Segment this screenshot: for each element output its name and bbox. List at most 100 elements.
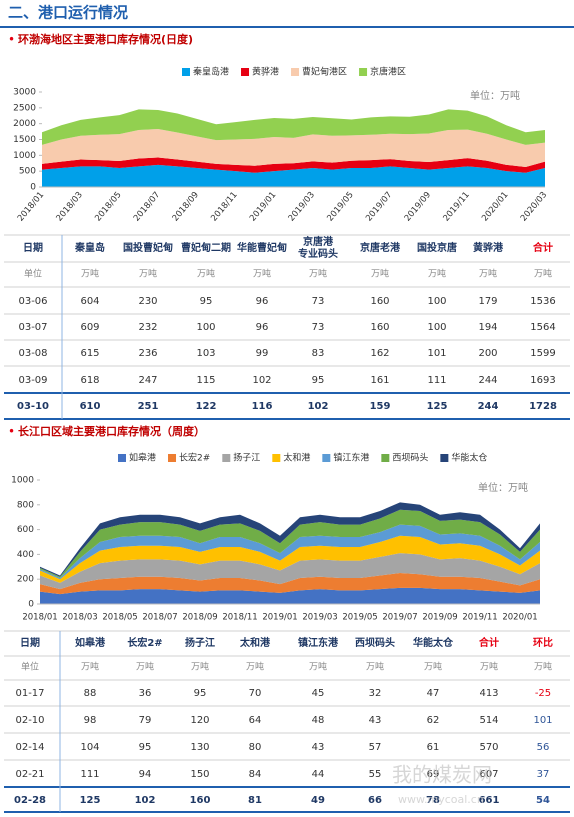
y-tick-label: 800: [17, 500, 34, 510]
table-cell: 122: [196, 401, 217, 412]
table-cell: 1564: [530, 322, 555, 333]
unit-cell: 万吨: [136, 661, 154, 673]
y-tick-label: 1000: [11, 476, 34, 486]
table-cell: 1693: [530, 375, 555, 386]
y-tick-label: 2500: [13, 103, 36, 113]
table-cell: 247: [138, 375, 157, 386]
table-cell: -25: [535, 688, 551, 699]
table-cell: 609: [80, 322, 99, 333]
column-header: 太和港: [239, 636, 271, 649]
column-header: 国投曹妃甸: [123, 241, 173, 254]
column-header: 曹妃甸二期: [181, 241, 231, 254]
table-cell: 96: [256, 322, 269, 333]
y-tick-label: 0: [28, 600, 34, 610]
y-tick-label: 600: [17, 525, 34, 535]
table-cell: 02-14: [15, 742, 44, 753]
legend-label: 秦皇岛港: [193, 66, 229, 78]
unit-cell: 万吨: [309, 268, 327, 280]
table-cell: 100: [427, 296, 446, 307]
table-cell: 03-08: [18, 348, 47, 359]
x-tick-label: 2018/03: [55, 190, 85, 223]
column-header: 日期: [20, 636, 40, 649]
column-header: 合计: [532, 241, 553, 254]
table-cell: 03-10: [17, 401, 49, 412]
table-cell: 96: [256, 296, 269, 307]
area-series: [42, 129, 545, 168]
legend-label: 华能太仓: [451, 452, 487, 464]
unit-cell: 单位: [21, 661, 39, 673]
unit-note: 单位：万吨: [470, 89, 520, 102]
y-tick-label: 2000: [13, 119, 36, 129]
area-series: [40, 535, 540, 583]
table-cell: 43: [312, 742, 325, 753]
table-cell: 73: [312, 296, 325, 307]
table-cell: 251: [138, 401, 159, 412]
table-cell: 160: [190, 795, 211, 806]
y-tick-label: 0: [30, 183, 36, 193]
legend-label: 长宏2#: [179, 452, 210, 464]
unit-cell: 万吨: [534, 268, 552, 280]
table-cell: 1536: [530, 296, 555, 307]
table-cell: 101: [427, 348, 446, 359]
table-cell: 94: [139, 769, 152, 780]
table-cell: 98: [84, 715, 97, 726]
unit-cell: 万吨: [81, 661, 99, 673]
x-tick-label: 2019/11: [462, 613, 497, 623]
table-cell: 244: [478, 375, 497, 386]
y-tick-label: 3000: [13, 88, 36, 98]
table-cell: 66: [368, 795, 382, 806]
table-cell: 79: [139, 715, 152, 726]
table-cell: 36: [139, 688, 152, 699]
table-cell: 73: [312, 322, 325, 333]
table-cell: 179: [478, 296, 497, 307]
legend-swatch: [168, 454, 177, 462]
table-cell: 80: [249, 742, 262, 753]
x-tick-label: 2019/09: [422, 613, 457, 623]
column-header: 华能曹妃甸: [237, 241, 287, 254]
unit-cell: 万吨: [479, 268, 497, 280]
table-cell: 102: [135, 795, 156, 806]
area-series: [40, 587, 540, 604]
table-cell: 607: [479, 769, 498, 780]
x-tick-label: 2018/07: [142, 613, 177, 623]
table-cell: 95: [194, 688, 207, 699]
y-tick-label: 400: [17, 550, 34, 560]
x-tick-label: 2020/03: [519, 190, 549, 223]
section-bullet: •: [8, 33, 15, 47]
table-cell: 81: [248, 795, 262, 806]
table-cell: 83: [312, 348, 325, 359]
legend-label: 扬子江: [233, 452, 260, 464]
x-tick-label: 2018/03: [62, 613, 97, 623]
area-series: [40, 573, 540, 595]
chart-title: 环渤海地区主要港口库存情况(日度): [18, 32, 193, 46]
table-cell: 44: [312, 769, 325, 780]
column-header: 京唐老港: [360, 241, 401, 254]
table-cell: 160: [370, 322, 389, 333]
table-cell: 103: [196, 348, 215, 359]
table-cell: 03-09: [18, 375, 47, 386]
x-tick-label: 2019/11: [441, 190, 471, 223]
legend-swatch: [272, 454, 281, 462]
table-cell: 03-07: [18, 322, 47, 333]
x-tick-label: 2018/11: [209, 190, 239, 223]
table-cell: 84: [249, 769, 262, 780]
column-header: 国投京唐: [417, 241, 457, 254]
area-series: [42, 164, 545, 187]
column-header: 黄骅港: [473, 241, 504, 254]
legend-swatch: [291, 68, 300, 76]
legend-swatch: [381, 454, 390, 462]
table-cell: 69: [427, 769, 440, 780]
legend-label: 镇江东港: [333, 452, 369, 464]
unit-cell: 万吨: [246, 661, 264, 673]
x-tick-label: 2019/05: [342, 613, 377, 623]
table-cell: 02-10: [15, 715, 44, 726]
table-cell: 115: [196, 375, 215, 386]
table-cell: 125: [427, 401, 448, 412]
x-tick-label: 2018/09: [171, 190, 201, 223]
table-cell: 56: [537, 742, 550, 753]
unit-cell: 万吨: [191, 661, 209, 673]
table-cell: 159: [370, 401, 391, 412]
table-cell: 104: [80, 742, 99, 753]
table-cell: 70: [249, 688, 262, 699]
legend-label: 京唐港区: [370, 66, 406, 78]
